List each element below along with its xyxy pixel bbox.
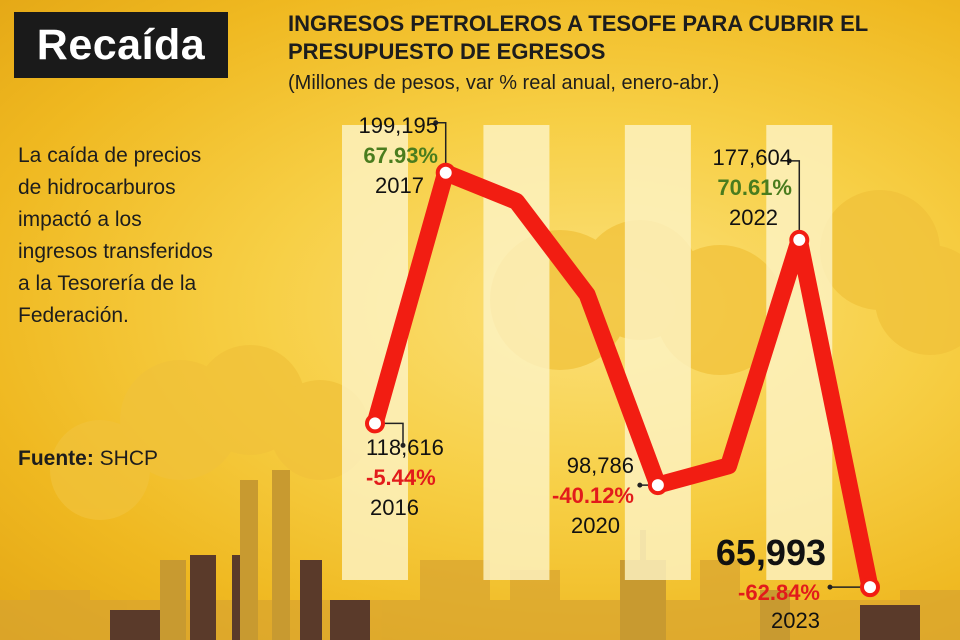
leader-dot-2023 bbox=[827, 584, 833, 590]
change-label-2022: 70.61% bbox=[717, 175, 792, 200]
year-label-2016: 2016 bbox=[370, 495, 419, 520]
year-label-2020: 2020 bbox=[571, 513, 620, 538]
value-label-2016: 118,616 bbox=[366, 435, 444, 460]
year-label-2022: 2022 bbox=[729, 205, 778, 230]
year-label-2023: 2023 bbox=[771, 608, 820, 633]
leader-dot-2022 bbox=[786, 158, 792, 164]
value-label-2022: 177,604 bbox=[712, 145, 792, 170]
value-label-2017: 199,195 bbox=[358, 113, 438, 138]
section-tag: Recaída bbox=[14, 12, 228, 78]
data-point-2020 bbox=[647, 475, 668, 496]
description-text: La caída de precios de hidrocarburos imp… bbox=[18, 144, 213, 327]
leader-line-2022 bbox=[789, 160, 801, 240]
leader-dot-2020 bbox=[637, 482, 643, 488]
leader-dot-2016 bbox=[400, 442, 406, 448]
chart-title: INGRESOS PETROLEROS A TESOFE PARA CUBRIR… bbox=[288, 11, 868, 64]
chart-subtitle: (Millones de pesos, var % real anual, en… bbox=[288, 72, 720, 94]
highlight-band-2020 bbox=[624, 125, 691, 580]
value-label-2023: 65,993 bbox=[716, 532, 826, 573]
year-label-2017: 2017 bbox=[375, 173, 424, 198]
leader-dot-2017 bbox=[433, 120, 439, 126]
data-point-2022 bbox=[789, 229, 810, 250]
change-label-2016: -5.44% bbox=[366, 465, 436, 490]
source-value: SHCP bbox=[99, 447, 159, 470]
value-label-2020: 98,786 bbox=[567, 453, 634, 478]
change-label-2023: -62.84% bbox=[738, 580, 820, 605]
change-label-2020: -40.12% bbox=[552, 483, 634, 508]
source-label: Fuente: bbox=[18, 447, 94, 470]
data-point-2017 bbox=[435, 162, 456, 183]
leader-line-2017 bbox=[435, 121, 447, 173]
change-label-2017: 67.93% bbox=[363, 143, 438, 168]
data-point-2023 bbox=[860, 577, 880, 598]
series-line bbox=[366, 164, 879, 596]
source-note: Fuente: SHCP bbox=[18, 447, 158, 471]
data-point-2016 bbox=[365, 413, 385, 434]
